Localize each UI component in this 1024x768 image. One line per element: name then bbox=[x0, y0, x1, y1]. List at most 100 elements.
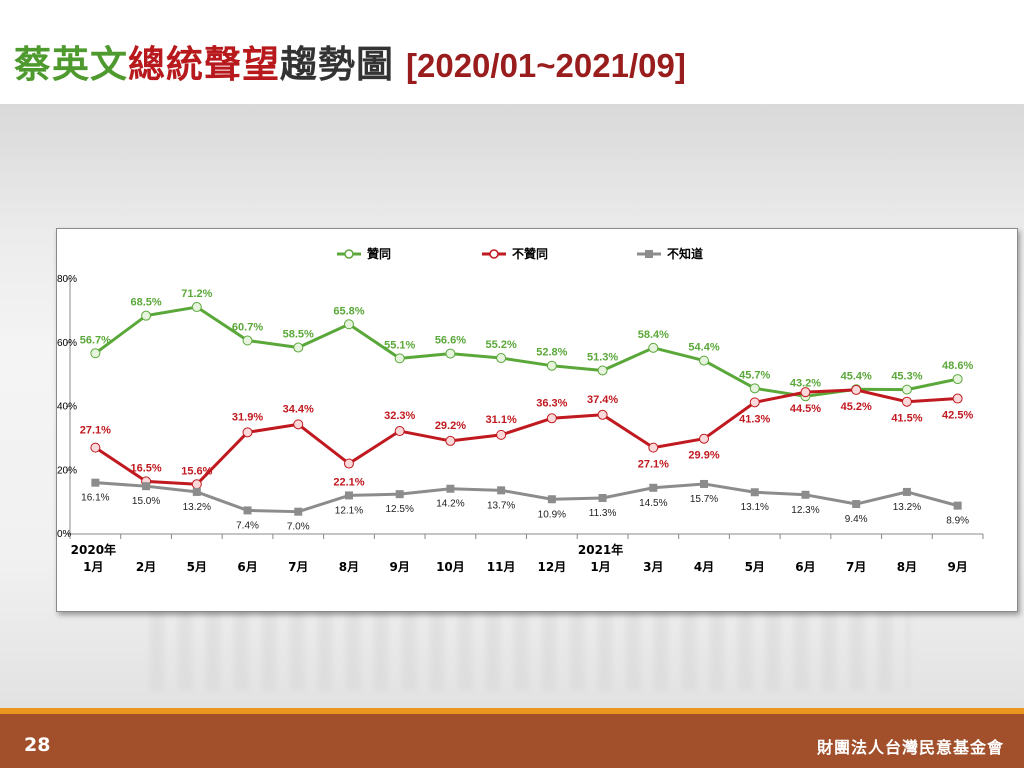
data-point bbox=[648, 442, 659, 453]
data-label: 34.4% bbox=[283, 403, 314, 415]
data-label: 56.7% bbox=[80, 334, 111, 346]
data-point bbox=[649, 483, 658, 492]
data-label: 15.6% bbox=[181, 465, 212, 477]
x-category-label: 6月 bbox=[795, 560, 815, 574]
data-point bbox=[344, 491, 353, 500]
series-line bbox=[94, 305, 958, 398]
data-label: 16.1% bbox=[81, 493, 109, 504]
data-label: 54.4% bbox=[688, 342, 719, 354]
data-label: 58.5% bbox=[283, 329, 314, 341]
x-category-label: 9月 bbox=[390, 560, 410, 574]
data-point bbox=[598, 493, 607, 502]
data-label: 14.2% bbox=[436, 499, 464, 510]
x-category-label: 11月 bbox=[487, 560, 516, 574]
data-point bbox=[192, 487, 201, 496]
y-tick-label: 60% bbox=[57, 338, 77, 349]
data-point bbox=[852, 500, 861, 509]
data-point bbox=[800, 387, 811, 398]
data-point bbox=[952, 393, 963, 404]
title-part-president: 蔡英文 bbox=[14, 43, 128, 86]
data-label: 51.3% bbox=[587, 351, 618, 363]
data-label: 29.9% bbox=[688, 450, 719, 462]
data-point bbox=[242, 427, 253, 438]
data-label: 8.9% bbox=[946, 516, 969, 527]
data-point bbox=[90, 442, 101, 453]
data-label: 11.3% bbox=[589, 508, 617, 519]
x-category-label: 10月 bbox=[436, 560, 465, 574]
data-label: 29.2% bbox=[435, 420, 466, 432]
data-point bbox=[901, 396, 912, 407]
data-label: 71.2% bbox=[181, 288, 212, 300]
data-point bbox=[953, 501, 962, 510]
data-point bbox=[750, 488, 759, 497]
data-point bbox=[191, 479, 202, 490]
data-point bbox=[445, 348, 456, 359]
x-category-label: 7月 bbox=[288, 560, 308, 574]
data-label: 27.1% bbox=[80, 425, 111, 437]
data-label: 45.3% bbox=[891, 371, 922, 383]
data-point bbox=[293, 342, 304, 353]
data-point bbox=[445, 435, 456, 446]
page-number: 28 bbox=[24, 734, 51, 756]
series-line bbox=[95, 481, 959, 514]
data-point bbox=[597, 409, 608, 420]
data-point bbox=[648, 342, 659, 353]
title-part-approval: 總統聲望 bbox=[128, 43, 280, 86]
data-label: 15.0% bbox=[132, 496, 160, 507]
data-point bbox=[90, 348, 101, 359]
data-point bbox=[546, 413, 557, 424]
data-label: 36.3% bbox=[536, 397, 567, 409]
data-point bbox=[496, 429, 507, 440]
chart-panel: 0% 20% 40% 60% 80% 2020年 1月 2月 5月 6月 7月 8月 9月 10月 11月 1… bbox=[56, 228, 1018, 612]
data-label: 52.8% bbox=[536, 347, 567, 359]
data-point bbox=[394, 353, 405, 364]
data-point bbox=[395, 490, 404, 499]
data-point bbox=[142, 482, 151, 491]
data-point bbox=[851, 384, 862, 395]
data-label: 56.6% bbox=[435, 335, 466, 347]
data-label: 55.2% bbox=[486, 339, 517, 351]
title-bar: 蔡英文總統聲望趨勢圖 [2020/01~2021/09] bbox=[0, 0, 1024, 104]
data-point bbox=[91, 478, 100, 487]
data-label: 10.9% bbox=[538, 509, 566, 520]
legend-label: 不知道 bbox=[667, 246, 703, 261]
x-category-label: 5月 bbox=[187, 560, 207, 574]
data-label: 55.1% bbox=[384, 339, 415, 351]
data-label: 45.4% bbox=[841, 370, 872, 382]
data-label: 43.2% bbox=[790, 377, 821, 389]
data-label: 12.3% bbox=[791, 505, 819, 516]
data-point bbox=[749, 383, 760, 394]
data-label: 37.4% bbox=[587, 394, 618, 406]
y-tick-label: 40% bbox=[57, 402, 77, 413]
data-point bbox=[801, 490, 810, 499]
legend-marker bbox=[489, 249, 499, 259]
data-point bbox=[901, 384, 912, 395]
x-category-label: 9月 bbox=[947, 560, 967, 574]
legend-label: 不贊同 bbox=[512, 246, 548, 261]
data-label: 13.7% bbox=[487, 500, 515, 511]
data-label: 31.1% bbox=[486, 414, 517, 426]
data-label: 44.5% bbox=[790, 403, 821, 415]
data-point bbox=[497, 486, 506, 495]
y-tick-label: 80% bbox=[57, 274, 77, 285]
page-title: 蔡英文總統聲望趨勢圖 [2020/01~2021/09] bbox=[14, 34, 686, 88]
data-point bbox=[242, 335, 253, 346]
data-label: 12.1% bbox=[335, 505, 363, 516]
data-point bbox=[496, 353, 507, 364]
x-category-label: 7月 bbox=[846, 560, 866, 574]
x-category-year-label: 2020年 bbox=[71, 542, 116, 557]
data-label: 14.5% bbox=[639, 498, 667, 509]
approval-line-chart: 0% 20% 40% 60% 80% 2020年 1月 2月 5月 6月 7月 8月 9月 10月 11月 1… bbox=[57, 246, 984, 574]
x-category-label: 3月 bbox=[643, 560, 663, 574]
data-label: 42.5% bbox=[942, 410, 973, 422]
data-point bbox=[547, 495, 556, 504]
data-label: 7.0% bbox=[287, 522, 310, 533]
x-category-label: 6月 bbox=[237, 560, 257, 574]
legend-marker bbox=[344, 249, 354, 259]
data-label: 22.1% bbox=[333, 477, 364, 489]
data-point bbox=[597, 365, 608, 376]
data-label: 32.3% bbox=[384, 410, 415, 422]
data-point bbox=[141, 310, 152, 321]
title-part-trend: 趨勢圖 bbox=[280, 43, 394, 86]
data-label: 9.4% bbox=[845, 514, 868, 525]
